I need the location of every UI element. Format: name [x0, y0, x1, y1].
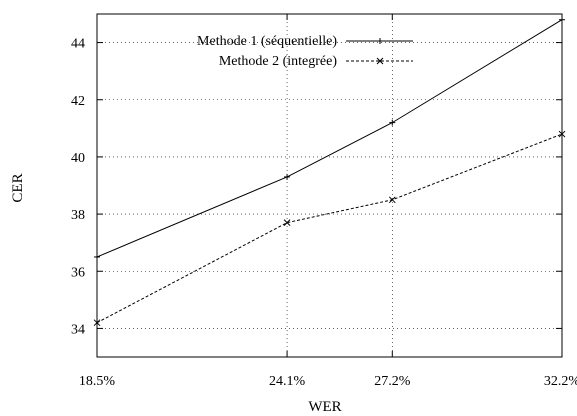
y-tick-label: 44	[71, 37, 85, 52]
x-axis-ticks: 18.5% 24.1% 27.2% 32.2%	[79, 14, 577, 389]
x-tick-label: 24.1%	[269, 374, 306, 389]
y-tick-label: 40	[71, 151, 85, 166]
legend-label: Methode 1 (séquentielle)	[197, 34, 337, 49]
y-tick-label: 38	[71, 208, 85, 223]
y-tick-label: 42	[71, 94, 85, 109]
plot-border	[96, 13, 563, 358]
series-1	[94, 16, 565, 260]
series-2	[93, 130, 566, 327]
plot-frame	[96, 13, 563, 358]
data-point-marker	[558, 130, 566, 138]
legend-label: Methode 2 (integrée)	[219, 54, 338, 69]
data-point-marker	[376, 57, 384, 65]
y-axis-ticks: 34 36 38 40 42 44	[71, 37, 562, 337]
x-axis-label: WER	[308, 399, 341, 415]
y-axis-label: CER	[10, 173, 26, 202]
x-tick-label: 32.2%	[544, 374, 577, 389]
y-tick-label: 36	[71, 265, 85, 280]
legend: Methode 1 (séquentielle) Methode 2 (integ…	[197, 34, 413, 69]
series-layer	[93, 16, 566, 327]
x-tick-label: 18.5%	[79, 374, 116, 389]
y-tick-label: 34	[71, 322, 85, 337]
data-point-marker	[388, 196, 396, 204]
series-1-line	[96, 19, 563, 258]
data-point-marker	[93, 319, 101, 327]
series-2-line	[96, 133, 563, 324]
legend-item-1: Methode 1 (séquentielle)	[197, 34, 413, 49]
grid	[96, 14, 563, 357]
data-point-marker	[283, 219, 291, 227]
x-tick-label: 27.2%	[374, 374, 411, 389]
legend-item-2: Methode 2 (integrée)	[219, 54, 413, 69]
